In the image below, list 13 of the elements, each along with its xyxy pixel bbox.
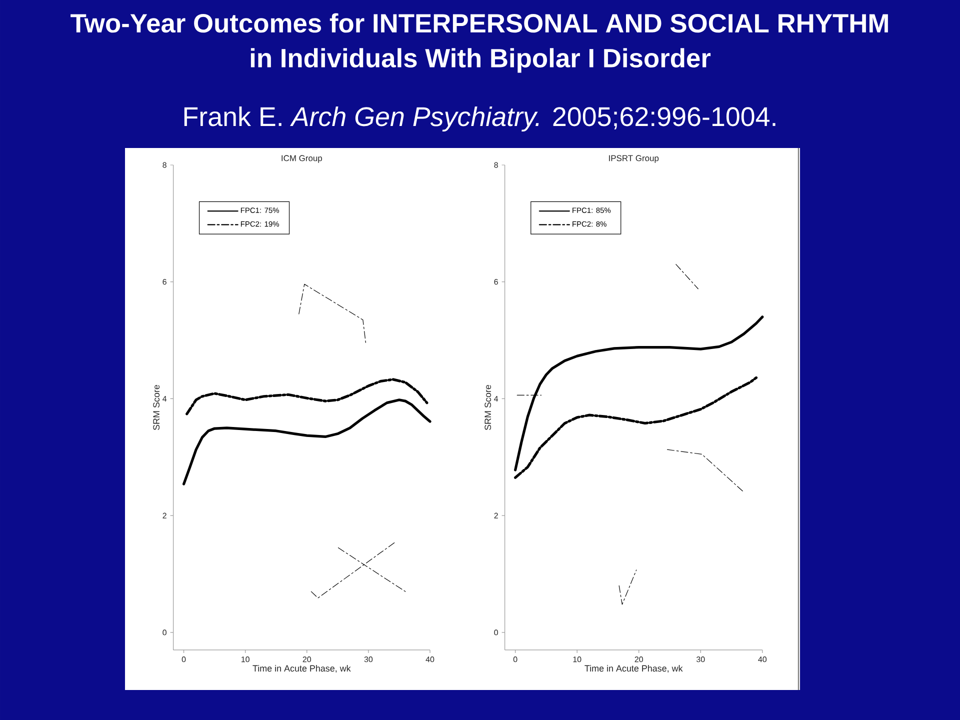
line-series <box>514 376 758 479</box>
text: Frank E. Arch Gen Psychiatry. 2005;62:996-1004. <box>184 106 776 132</box>
line-series <box>514 316 764 472</box>
x-axis-title: Time in Acute Phase, wk <box>584 664 683 673</box>
chart-title: ICM Group <box>282 155 322 163</box>
chart-title: IPSRT Group <box>609 155 659 163</box>
y-axis-title: SRM Score <box>484 384 492 430</box>
line-series <box>298 284 366 346</box>
x-axis-title: Time in Acute Phase, wk <box>252 664 351 673</box>
line-series <box>182 398 432 486</box>
line-series <box>186 378 428 416</box>
text: Two-Year Outcomes for INTERPERSONAL AND SOCIAL RHYTHM in Individuals With Bipolar I Disorder <box>70 13 888 73</box>
y-axis-title: SRM Score <box>153 384 160 430</box>
